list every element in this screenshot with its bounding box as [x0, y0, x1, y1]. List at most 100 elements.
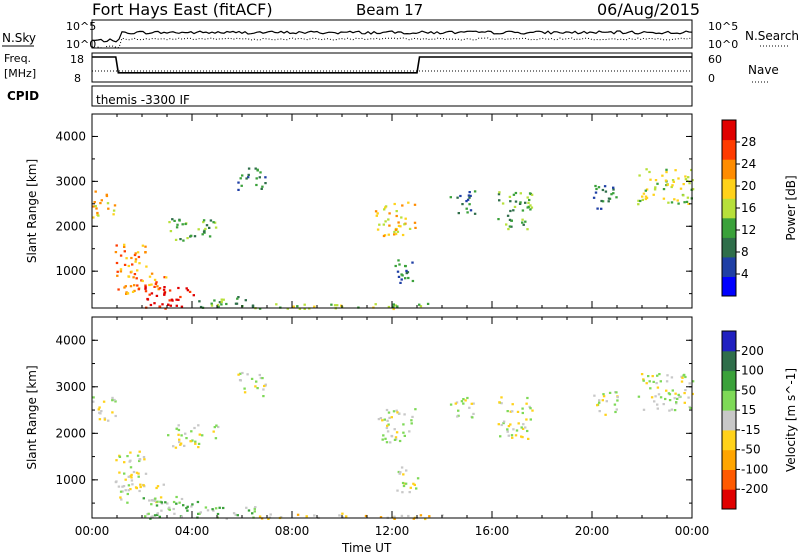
colorbar-segment — [722, 178, 736, 199]
data-cell — [148, 499, 151, 502]
data-cell — [416, 477, 420, 480]
data-cell — [198, 300, 201, 303]
data-cell — [654, 186, 657, 189]
data-cell — [468, 191, 471, 194]
data-cell — [94, 190, 97, 193]
data-cell — [240, 184, 243, 187]
data-cell — [137, 475, 140, 478]
data-cell — [261, 185, 264, 188]
data-cell — [255, 177, 258, 180]
data-cell — [524, 426, 527, 429]
data-cell — [197, 228, 200, 231]
data-cell — [683, 392, 686, 395]
data-cell — [652, 193, 655, 196]
noise-tick-top: 10^5 — [66, 20, 96, 33]
data-cell — [164, 307, 167, 310]
data-cell — [217, 305, 220, 308]
x-tick-label: 04:00 — [175, 524, 210, 538]
data-cell — [112, 213, 115, 216]
data-cell — [175, 495, 178, 499]
data-cell — [526, 228, 529, 231]
cpid-label: CPID — [7, 89, 39, 103]
data-cell — [406, 271, 410, 274]
data-cell — [595, 187, 598, 191]
data-cell — [528, 405, 531, 408]
data-cell — [100, 199, 103, 202]
data-cell — [198, 512, 201, 515]
colorbar-tick-label: 28 — [741, 135, 756, 149]
data-cell — [92, 400, 95, 403]
data-cell — [654, 395, 657, 398]
data-cell — [286, 307, 289, 310]
data-cell — [130, 476, 133, 479]
data-cell — [400, 278, 403, 281]
data-cell — [403, 223, 406, 226]
data-cell — [639, 199, 642, 203]
data-cell — [677, 177, 680, 180]
data-cell — [171, 299, 174, 302]
data-cell — [189, 440, 192, 443]
data-cell — [684, 375, 687, 379]
data-cell — [96, 211, 99, 215]
data-cell — [134, 252, 137, 255]
data-cell — [126, 455, 129, 458]
data-cell — [150, 503, 153, 506]
data-cell — [116, 270, 119, 273]
data-cell — [509, 209, 512, 213]
data-cell — [184, 222, 187, 226]
data-cell — [256, 387, 259, 390]
data-cell — [156, 485, 160, 488]
data-cell — [411, 415, 414, 418]
colorbar-segment — [722, 469, 736, 490]
data-cell — [213, 426, 216, 429]
data-cell — [202, 230, 206, 233]
data-cell — [237, 296, 240, 299]
data-cell — [670, 201, 674, 204]
data-cell — [374, 303, 377, 306]
data-cell — [461, 203, 464, 206]
data-cell — [174, 446, 178, 449]
data-cell — [637, 395, 641, 398]
data-cell — [259, 171, 262, 174]
data-cell — [529, 407, 532, 410]
data-cell — [387, 218, 390, 221]
data-cell — [394, 228, 398, 231]
data-cell — [132, 276, 135, 279]
data-cell — [396, 489, 399, 492]
data-cell — [213, 299, 216, 302]
data-cell — [238, 379, 242, 382]
freq-label: Freq. — [4, 52, 31, 65]
data-cell — [247, 176, 250, 179]
data-cell — [175, 226, 179, 229]
data-cell — [598, 410, 601, 413]
data-cell — [684, 178, 688, 181]
data-cell — [168, 506, 171, 509]
data-cell — [388, 212, 391, 215]
data-cell — [392, 303, 395, 306]
data-cell — [92, 216, 95, 219]
data-cell — [338, 514, 341, 517]
data-cell — [124, 489, 127, 492]
data-cell — [262, 395, 265, 398]
colorbar-segment — [722, 370, 736, 391]
data-cell — [234, 513, 237, 516]
data-cell — [662, 403, 665, 406]
data-cell — [155, 281, 158, 284]
data-cell — [254, 167, 257, 170]
data-cell — [393, 515, 396, 518]
data-cell — [397, 275, 401, 278]
colorbar-segment — [722, 331, 736, 352]
data-cell — [247, 173, 250, 176]
colorbar-segment — [722, 449, 736, 470]
data-cell — [407, 514, 410, 518]
data-cell — [135, 471, 139, 474]
data-cell — [403, 482, 406, 485]
data-cell — [465, 207, 468, 210]
data-cell — [179, 443, 182, 446]
data-cell — [527, 201, 530, 204]
y-tick-label: 1000 — [55, 473, 86, 487]
data-cell — [198, 433, 201, 436]
data-cell — [508, 218, 512, 221]
data-cell — [392, 307, 395, 311]
